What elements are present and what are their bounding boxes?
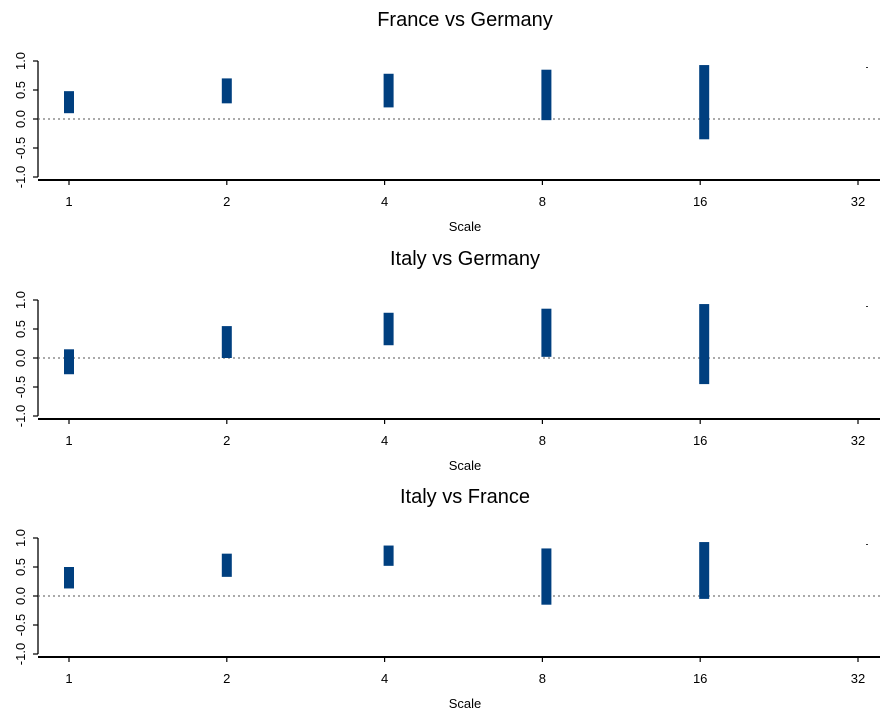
y-tick-label: 0.0 bbox=[13, 349, 28, 367]
y-tick-label: -1.0 bbox=[13, 643, 28, 665]
range-bar-scale-8 bbox=[541, 69, 552, 121]
corner-marker bbox=[866, 544, 868, 545]
x-tick-label: 8 bbox=[539, 194, 546, 209]
x-tick-label: 2 bbox=[223, 433, 230, 448]
x-tick-label: 32 bbox=[851, 671, 865, 686]
range-bar-scale-8 bbox=[541, 308, 552, 357]
y-tick-label: -1.0 bbox=[13, 405, 28, 427]
corner-marker bbox=[866, 306, 868, 307]
y-tick-label: 1.0 bbox=[13, 529, 28, 547]
x-tick-label: 4 bbox=[381, 433, 388, 448]
y-tick-label: 0.0 bbox=[13, 110, 28, 128]
x-tick-label: 16 bbox=[693, 433, 707, 448]
range-bar-scale-4 bbox=[383, 312, 394, 346]
range-bar-scale-1 bbox=[64, 567, 74, 589]
chart-title: Italy vs Germany bbox=[390, 248, 540, 270]
range-bar-scale-4 bbox=[383, 545, 394, 566]
range-bar-scale-8 bbox=[541, 548, 552, 605]
chart-title: France vs Germany bbox=[377, 9, 553, 31]
x-axis-label: Scale bbox=[449, 458, 482, 473]
x-tick-label: 16 bbox=[693, 194, 707, 209]
range-bar-scale-4 bbox=[383, 73, 394, 108]
y-tick-label: -0.5 bbox=[13, 614, 28, 636]
x-tick-label: 1 bbox=[65, 671, 72, 686]
y-tick-label: 1.0 bbox=[13, 291, 28, 309]
x-tick-label: 16 bbox=[693, 671, 707, 686]
range-bar-scale-16 bbox=[699, 65, 710, 140]
y-tick-label: 0.0 bbox=[13, 587, 28, 605]
x-axis-label: Scale bbox=[449, 219, 482, 234]
y-tick-label: 0.5 bbox=[13, 81, 28, 99]
y-tick-label: 1.0 bbox=[13, 52, 28, 70]
corner-marker bbox=[866, 67, 868, 68]
x-tick-label: 8 bbox=[539, 671, 546, 686]
range-bar-scale-1 bbox=[64, 91, 74, 114]
range-bar-scale-2 bbox=[221, 326, 232, 358]
x-tick-label: 32 bbox=[851, 194, 865, 209]
x-tick-label: 1 bbox=[65, 194, 72, 209]
y-tick-label: 0.5 bbox=[13, 320, 28, 338]
x-tick-label: 2 bbox=[223, 671, 230, 686]
x-tick-label: 2 bbox=[223, 194, 230, 209]
range-bar-scale-2 bbox=[221, 78, 232, 104]
range-bar-scale-16 bbox=[699, 304, 710, 385]
chart-title: Italy vs France bbox=[400, 486, 530, 508]
range-bar-scale-1 bbox=[64, 349, 74, 375]
range-bar-scale-16 bbox=[699, 542, 710, 599]
x-tick-label: 32 bbox=[851, 433, 865, 448]
x-axis-label: Scale bbox=[449, 696, 482, 711]
y-tick-label: -1.0 bbox=[13, 166, 28, 188]
x-tick-label: 4 bbox=[381, 671, 388, 686]
chart-panel-3: Italy vs France -1.0 -0.5 0.0 0.5 1.0 1 2 4 8 16 32… bbox=[13, 486, 880, 711]
y-tick-label: 0.5 bbox=[13, 558, 28, 576]
x-tick-label: 4 bbox=[381, 194, 388, 209]
chart-panel-1: France vs Germany -1.0 -0.5 0.0 0.5 1.0 1 2 4 8 16… bbox=[13, 9, 880, 234]
y-tick-label: -0.5 bbox=[13, 376, 28, 398]
x-tick-label: 8 bbox=[539, 433, 546, 448]
x-tick-label: 1 bbox=[65, 433, 72, 448]
range-bar-scale-2 bbox=[221, 553, 232, 577]
y-tick-label: -0.5 bbox=[13, 137, 28, 159]
chart-panel-2: Italy vs Germany -1.0 -0.5 0.0 0.5 1.0 1 2 4 8 16 3… bbox=[13, 248, 880, 473]
